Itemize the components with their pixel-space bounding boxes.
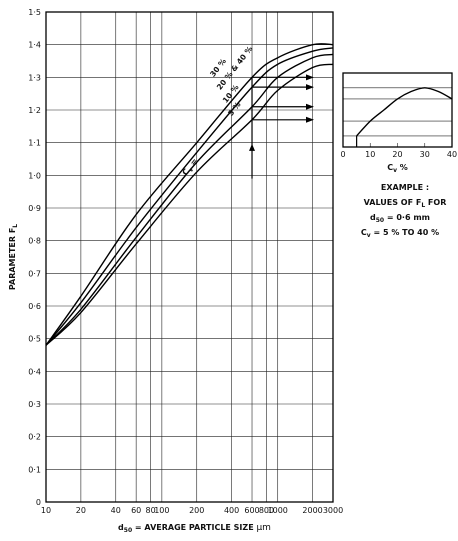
inset-x-axis-label-sub: v bbox=[393, 167, 397, 174]
x-axis-label-unit: μm bbox=[256, 523, 271, 533]
y-tick-label: 1·0 bbox=[28, 171, 41, 180]
y-tick-label: 0·2 bbox=[28, 433, 41, 442]
curve-series-0 bbox=[45, 43, 334, 346]
example-line-4: Cv = 5 % TO 40 % bbox=[361, 228, 439, 239]
curve-series-1 bbox=[45, 47, 334, 346]
inset-x-tick-label: 20 bbox=[392, 150, 402, 159]
inset-x-tick-label: 40 bbox=[447, 150, 457, 159]
x-tick-label: 10 bbox=[41, 506, 51, 515]
x-tick-label: 200 bbox=[189, 506, 204, 515]
x-tick-label: 400 bbox=[224, 506, 239, 515]
example-arrowhead-0 bbox=[306, 74, 314, 81]
inset-chart-grid bbox=[342, 87, 453, 147]
main-chart-grid bbox=[45, 11, 334, 503]
inset-x-axis-label: Cv % bbox=[387, 163, 408, 174]
x-tick-label: 800 bbox=[259, 506, 274, 515]
x-axis-label: d50 = AVERAGE PARTICLE SIZE μm bbox=[118, 523, 271, 534]
inset-chart-curve bbox=[356, 87, 453, 147]
x-tick-label: 80 bbox=[146, 506, 156, 515]
y-tick-label: 1·4 bbox=[28, 41, 41, 50]
y-tick-label: 1·3 bbox=[28, 73, 41, 82]
curve-series-2 bbox=[45, 53, 334, 346]
y-tick-label: 1·5 bbox=[28, 8, 41, 17]
y-tick-label: 0·6 bbox=[28, 302, 41, 311]
example-arrowhead-2 bbox=[306, 103, 314, 110]
x-tick-label: 1000 bbox=[268, 506, 288, 515]
example-arrowhead-3 bbox=[306, 116, 314, 123]
example-line-4-sub: v bbox=[367, 232, 371, 239]
x-tick-label: 40 bbox=[111, 506, 121, 515]
y-tick-label: 0 bbox=[36, 498, 41, 507]
inset-x-axis-label-main: C bbox=[387, 163, 393, 172]
x-tick-label: 100 bbox=[154, 506, 169, 515]
x-axis-label-prefix: d bbox=[118, 523, 124, 532]
inset-x-axis-label-rest: % bbox=[397, 163, 408, 172]
y-tick-label: 0·1 bbox=[28, 465, 41, 474]
x-tick-label: 600 bbox=[244, 506, 259, 515]
example-line-2-main: VALUES OF F bbox=[364, 198, 422, 207]
inset-chart-ticks: 0 10 20 30 40 bbox=[340, 150, 457, 159]
y-tick-label: 0·3 bbox=[28, 400, 41, 409]
x-tick-label: 2000 bbox=[302, 506, 322, 515]
main-chart-frame bbox=[45, 11, 334, 503]
example-line-2: VALUES OF FL FOR bbox=[364, 198, 447, 209]
example-line-4-main: C bbox=[361, 228, 367, 237]
main-chart-curves: 30 %20 % & 40 %10 %5 % bbox=[45, 43, 334, 346]
example-note: EXAMPLE : VALUES OF FL FOR d50 = 0·6 mm … bbox=[361, 183, 446, 239]
x-tick-label: 60 bbox=[131, 506, 141, 515]
y-tick-label: 0·7 bbox=[28, 269, 41, 278]
example-line-4-rest: = 5 % TO 40 % bbox=[371, 228, 439, 237]
inset-x-tick-label: 0 bbox=[340, 150, 345, 159]
x-tick-label: 20 bbox=[76, 506, 86, 515]
inset-curve-line bbox=[356, 87, 453, 137]
y-axis-label-main: PARAMETER F bbox=[8, 228, 17, 290]
inset-chart-frame bbox=[342, 72, 453, 148]
series-label-sub: v bbox=[187, 166, 195, 173]
inset-x-tick-label: 10 bbox=[365, 150, 375, 159]
example-line-2-sub: L bbox=[421, 202, 425, 209]
y-tick-label: 0·9 bbox=[28, 204, 41, 213]
example-line-3-main: d bbox=[370, 213, 376, 222]
y-tick-label: 1·1 bbox=[28, 139, 41, 148]
example-line-3-rest: = 0·6 mm bbox=[384, 213, 430, 222]
x-tick-label: 3000 bbox=[323, 506, 343, 515]
example-line-2-rest: FOR bbox=[425, 198, 446, 207]
example-arrowhead-1 bbox=[306, 84, 314, 91]
example-line-3-sub: 50 bbox=[376, 217, 384, 224]
inset-x-tick-label: 30 bbox=[420, 150, 430, 159]
example-up-arrowhead bbox=[249, 143, 256, 151]
curve-series-3 bbox=[45, 63, 334, 346]
y-axis-label: PARAMETER FL bbox=[8, 224, 19, 290]
y-tick-label: 0·5 bbox=[28, 335, 41, 344]
series-label-prefix: C bbox=[180, 167, 191, 177]
x-axis-label-rest: = AVERAGE PARTICLE SIZE bbox=[132, 523, 256, 532]
y-axis-label-sub: L bbox=[12, 224, 19, 228]
x-axis-label-sub: 50 bbox=[124, 527, 132, 534]
example-line-1: EXAMPLE : bbox=[381, 183, 429, 192]
y-tick-label: 1·2 bbox=[28, 106, 41, 115]
example-line-3: d50 = 0·6 mm bbox=[370, 213, 430, 224]
y-tick-label: 0·8 bbox=[28, 237, 41, 246]
y-tick-label: 0·4 bbox=[28, 367, 41, 376]
